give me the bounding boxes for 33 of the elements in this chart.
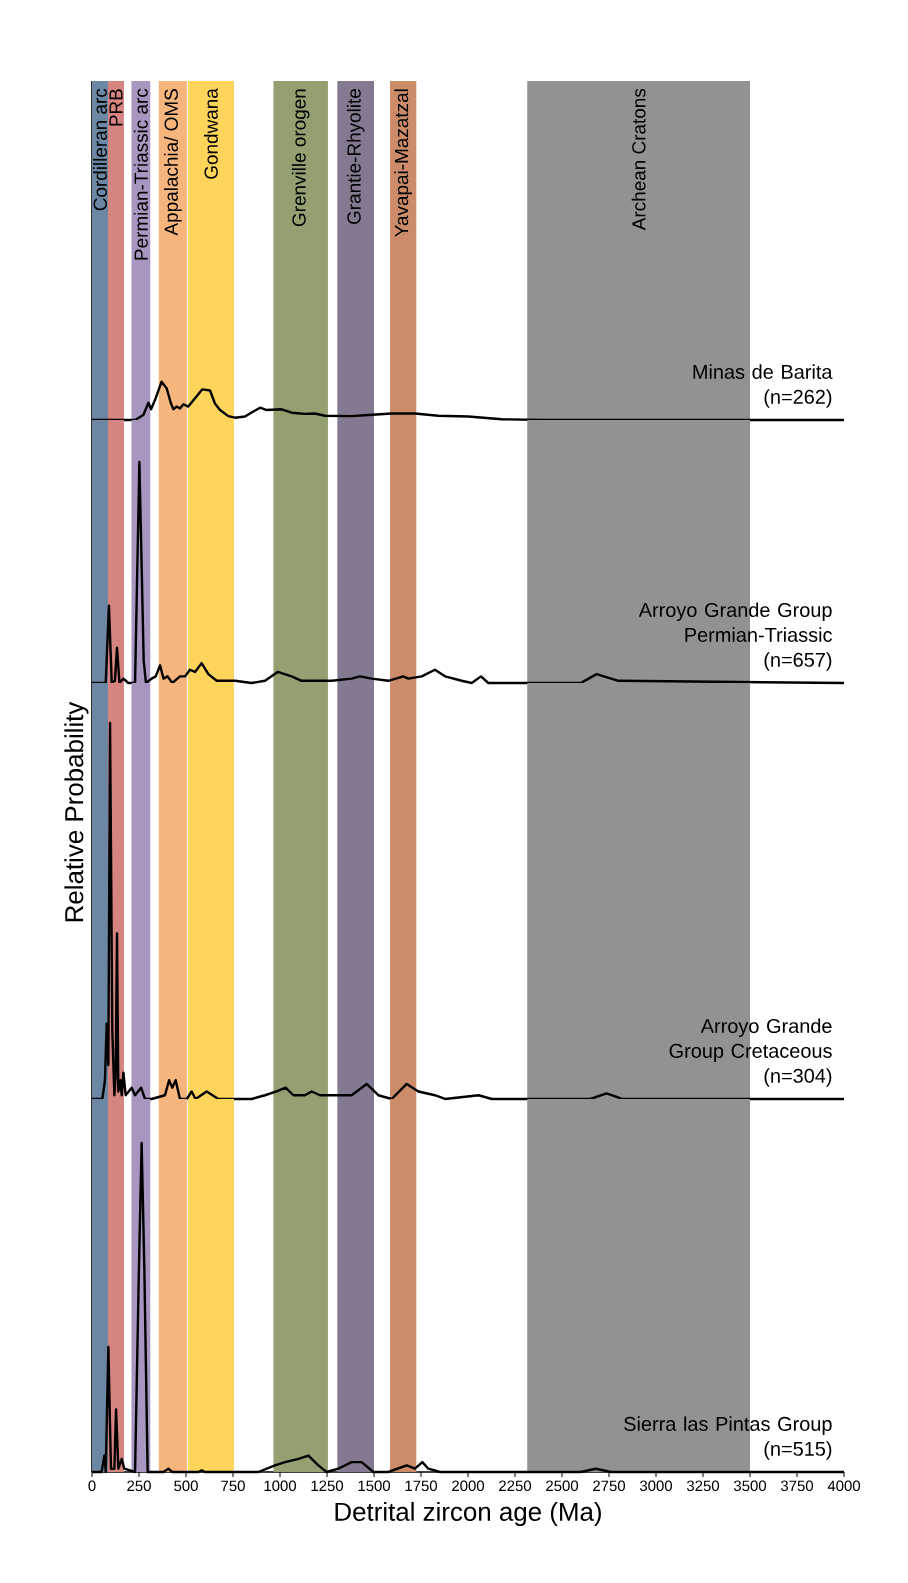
band-label: PRB: [109, 89, 123, 126]
x-tick-label: 2750: [593, 1480, 626, 1492]
band-label: Permian-Triassic arc: [133, 88, 148, 260]
x-tick-label: 4000: [827, 1480, 861, 1492]
x-tick-label: 2250: [499, 1480, 532, 1492]
x-tick-label: 1250: [311, 1480, 344, 1492]
band-label: Cordilleran arc: [93, 88, 107, 211]
text: Minas de Barita: [693, 364, 833, 379]
x-tick-label: 3000: [639, 1480, 673, 1492]
x-axis-title: Detrital zircon age (Ma): [335, 1501, 601, 1527]
band-label: Gondwana: [203, 88, 218, 179]
y-axis-title: Relative Probability: [64, 701, 89, 922]
x-tick-label: 1750: [405, 1480, 438, 1492]
x-tick-label: 2500: [546, 1480, 579, 1492]
x-tick-label: 500: [174, 1480, 198, 1492]
x-tick-label: 250: [127, 1480, 151, 1492]
x-tick-label: 3250: [686, 1480, 720, 1492]
x-tick-label: 0: [88, 1480, 96, 1492]
annotation: (n=304): [764, 1068, 832, 1087]
x-tick-label: 3750: [780, 1480, 814, 1492]
annotation: (n=262): [764, 389, 832, 408]
band-label: Grantie-Rhyolite: [346, 89, 365, 224]
x-tick-label: 1500: [358, 1480, 391, 1492]
x-tick-label: 3500: [733, 1480, 767, 1492]
annotation: (n=657): [764, 652, 832, 671]
band-label: Yavapai-Mazatzal: [394, 89, 412, 237]
annotation: (n=515): [764, 1441, 832, 1460]
band-label: Appalachia/ OMS: [164, 89, 182, 236]
x-tick-label: 2000: [452, 1480, 485, 1492]
x-tick-label: 1000: [264, 1480, 297, 1492]
band-label: Archean Cratons: [631, 88, 646, 231]
band-label: Grenville orogen: [291, 89, 310, 227]
x-tick-label: 750: [221, 1480, 245, 1492]
